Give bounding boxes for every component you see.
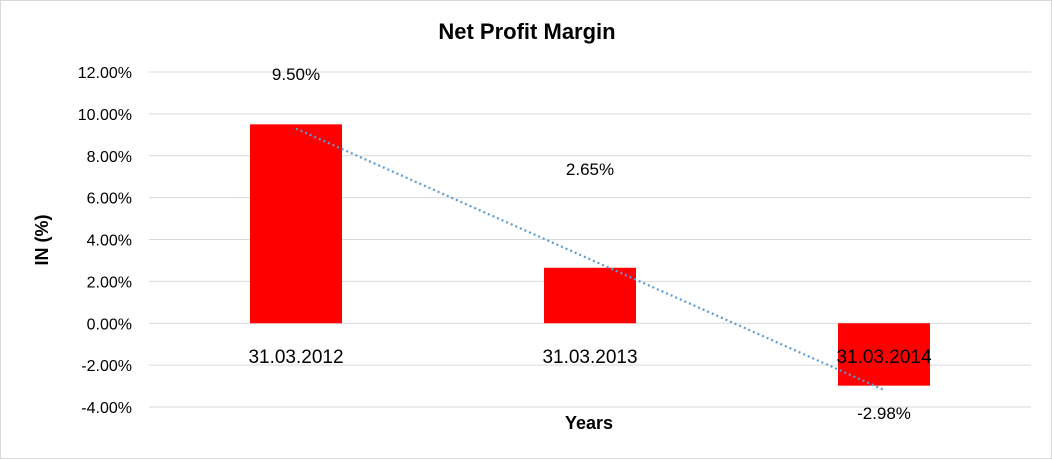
y-tick-label: 2.00% [87,274,132,291]
y-tick-label: -2.00% [81,358,132,375]
y-tick-label: 6.00% [87,191,132,208]
data-labels: 9.50% 2.65% -2.98% [272,65,911,423]
x-tick-label: 31.03.2014 [836,347,932,368]
data-label: 2.65% [566,160,614,179]
y-axis-title: IN (%) [32,215,52,266]
y-tick-label: -4.00% [81,400,132,417]
category-labels: 31.03.2012 31.03.2013 31.03.2014 [248,347,932,368]
bar-31.03.2013 [544,267,636,324]
chart-title: Net Profit Margin [438,19,615,44]
y-tick-label: 12.00% [78,65,132,82]
x-tick-label: 31.03.2013 [542,347,637,368]
x-tick-label: 31.03.2012 [248,347,343,368]
y-tick-label: 4.00% [87,233,132,250]
y-tick-label: 10.00% [78,107,132,124]
bar-31.03.2014 [838,323,930,386]
y-tick-label: 8.00% [87,149,132,166]
y-axis-tick-labels: 12.00% 10.00% 8.00% 6.00% 4.00% 2.00% 0.00% -2.… [78,65,132,417]
bars [250,124,930,386]
data-label: 9.50% [272,65,320,84]
bar-31.03.2012 [250,124,342,324]
trendline [295,127,885,391]
data-label: -2.98% [857,404,911,423]
y-tick-label: 0.00% [87,316,132,333]
x-axis-title: Years [565,413,613,433]
